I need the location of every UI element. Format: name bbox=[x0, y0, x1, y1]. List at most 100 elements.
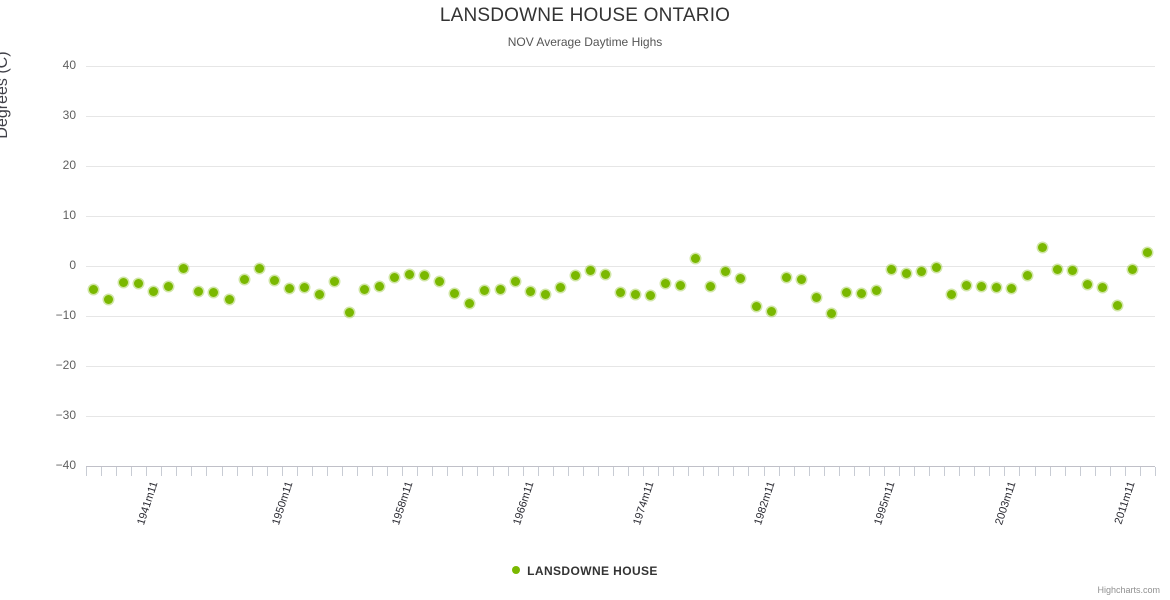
x-tick-mark bbox=[944, 467, 946, 476]
data-point-marker[interactable] bbox=[616, 288, 625, 297]
x-tick-mark bbox=[387, 467, 389, 476]
data-point-marker[interactable] bbox=[1142, 248, 1152, 257]
data-point-marker[interactable] bbox=[149, 286, 159, 296]
data-point-marker[interactable] bbox=[450, 288, 460, 298]
x-tick-mark bbox=[582, 467, 584, 476]
x-tick-mark bbox=[899, 467, 901, 476]
data-point-marker[interactable] bbox=[781, 273, 791, 282]
data-point-marker[interactable] bbox=[676, 281, 686, 290]
data-point-marker[interactable] bbox=[134, 278, 144, 288]
data-point-marker[interactable] bbox=[1007, 283, 1017, 293]
data-point-marker[interactable] bbox=[917, 267, 927, 276]
data-point-marker[interactable] bbox=[721, 266, 731, 276]
data-point-marker[interactable] bbox=[209, 288, 219, 297]
y-gridline bbox=[86, 66, 1155, 67]
data-point-marker[interactable] bbox=[962, 281, 972, 290]
data-point-marker[interactable] bbox=[1067, 266, 1077, 275]
data-point-marker[interactable] bbox=[360, 284, 370, 294]
data-point-marker[interactable] bbox=[525, 286, 535, 296]
x-tick-mark bbox=[86, 467, 87, 476]
data-point-marker[interactable] bbox=[992, 283, 1002, 292]
data-point-marker[interactable] bbox=[646, 291, 656, 300]
data-point-marker[interactable] bbox=[585, 266, 595, 275]
data-point-marker[interactable] bbox=[661, 279, 671, 288]
data-point-marker[interactable] bbox=[736, 274, 746, 283]
x-tick-mark bbox=[1109, 467, 1111, 476]
credits-link[interactable]: Highcharts.com bbox=[1097, 585, 1160, 595]
x-tick-mark bbox=[808, 467, 810, 476]
y-gridline bbox=[86, 216, 1155, 217]
x-tick-mark bbox=[507, 467, 509, 476]
data-point-marker[interactable] bbox=[1127, 264, 1137, 274]
data-point-marker[interactable] bbox=[1097, 282, 1107, 292]
x-tick-mark bbox=[417, 467, 419, 476]
data-point-marker[interactable] bbox=[826, 308, 836, 318]
data-point-marker[interactable] bbox=[164, 281, 174, 291]
data-point-marker[interactable] bbox=[751, 302, 761, 311]
data-point-marker[interactable] bbox=[631, 289, 641, 299]
x-tick-mark bbox=[492, 467, 494, 476]
data-point-marker[interactable] bbox=[224, 294, 234, 304]
x-tick-label: 1941m11 bbox=[134, 480, 160, 527]
x-tick-mark bbox=[326, 467, 328, 476]
x-tick-mark bbox=[853, 467, 855, 476]
data-point-marker[interactable] bbox=[932, 263, 942, 272]
data-point-marker[interactable] bbox=[706, 282, 716, 291]
x-tick-label: 2011m11 bbox=[1112, 480, 1138, 526]
data-point-marker[interactable] bbox=[841, 288, 851, 297]
data-point-marker[interactable] bbox=[390, 273, 400, 282]
data-point-marker[interactable] bbox=[977, 281, 987, 291]
data-point-marker[interactable] bbox=[344, 307, 354, 317]
data-point-marker[interactable] bbox=[104, 295, 114, 304]
x-tick-mark bbox=[146, 467, 148, 476]
data-point-marker[interactable] bbox=[194, 286, 204, 296]
data-point-marker[interactable] bbox=[435, 276, 445, 286]
data-point-marker[interactable] bbox=[284, 284, 294, 293]
data-point-marker[interactable] bbox=[691, 254, 701, 263]
data-point-marker[interactable] bbox=[465, 298, 475, 308]
data-point-marker[interactable] bbox=[375, 281, 385, 291]
x-tick-mark bbox=[778, 467, 780, 476]
data-point-marker[interactable] bbox=[314, 290, 324, 299]
data-point-marker[interactable] bbox=[1037, 242, 1047, 252]
data-point-marker[interactable] bbox=[299, 283, 309, 292]
data-point-marker[interactable] bbox=[796, 274, 806, 284]
data-point-marker[interactable] bbox=[871, 286, 881, 295]
x-tick-mark bbox=[823, 467, 825, 476]
data-point-marker[interactable] bbox=[89, 284, 99, 294]
data-point-marker[interactable] bbox=[1052, 265, 1062, 274]
x-tick-mark bbox=[1079, 467, 1081, 476]
data-point-marker[interactable] bbox=[540, 289, 550, 299]
data-point-marker[interactable] bbox=[887, 265, 896, 274]
x-tick-mark bbox=[959, 467, 961, 476]
legend-item-lansdowne-house[interactable]: LANSDOWNE HOUSE bbox=[512, 563, 658, 578]
data-point-marker[interactable] bbox=[254, 263, 264, 273]
data-point-marker[interactable] bbox=[600, 269, 610, 279]
data-point-marker[interactable] bbox=[811, 293, 821, 302]
legend-marker-icon bbox=[512, 565, 521, 574]
x-tick-label: 2003m11 bbox=[992, 480, 1019, 527]
data-point-marker[interactable] bbox=[947, 290, 957, 299]
data-point-marker[interactable] bbox=[1112, 301, 1122, 310]
data-point-marker[interactable] bbox=[405, 269, 415, 279]
y-tick-label: −30 bbox=[55, 408, 76, 422]
data-point-marker[interactable] bbox=[570, 271, 580, 280]
data-point-marker[interactable] bbox=[1022, 271, 1032, 280]
data-point-marker[interactable] bbox=[179, 263, 189, 273]
x-tick-label: 1950m11 bbox=[270, 480, 296, 527]
data-point-marker[interactable] bbox=[856, 289, 866, 298]
data-point-marker[interactable] bbox=[420, 270, 430, 280]
x-tick-label: 1958m11 bbox=[390, 480, 416, 527]
y-gridline bbox=[86, 116, 1155, 117]
data-point-marker[interactable] bbox=[766, 306, 776, 316]
data-point-marker[interactable] bbox=[1082, 279, 1092, 289]
data-point-marker[interactable] bbox=[510, 276, 520, 286]
data-point-marker[interactable] bbox=[329, 276, 339, 286]
data-point-marker[interactable] bbox=[495, 284, 505, 294]
data-point-marker[interactable] bbox=[902, 269, 912, 278]
data-point-marker[interactable] bbox=[555, 282, 565, 292]
data-point-marker[interactable] bbox=[480, 286, 490, 295]
data-point-marker[interactable] bbox=[239, 274, 249, 284]
data-point-marker[interactable] bbox=[269, 275, 279, 285]
data-point-marker[interactable] bbox=[119, 278, 129, 287]
